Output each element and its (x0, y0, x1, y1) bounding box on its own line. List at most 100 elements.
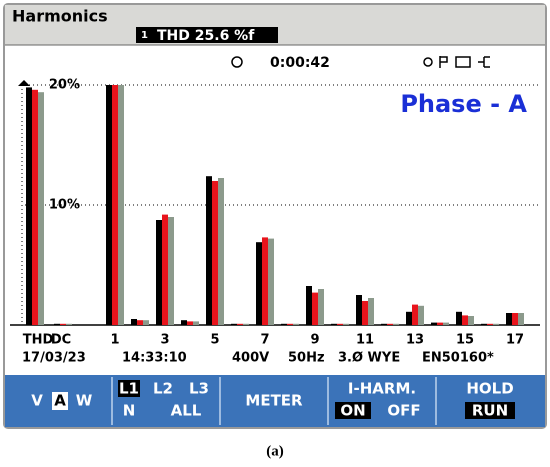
softkey-bar (5, 375, 545, 427)
chart-title: Phase - A (400, 90, 527, 118)
bar (26, 87, 32, 326)
x-tick-label: THD (23, 333, 54, 348)
bar (406, 311, 412, 325)
bar (256, 242, 262, 325)
bar (368, 298, 374, 325)
status-icons (423, 56, 490, 68)
bar (318, 289, 324, 325)
bar (337, 323, 343, 325)
bar (243, 323, 249, 325)
bar (437, 322, 443, 325)
bar (431, 322, 437, 325)
bar (312, 292, 318, 325)
bar (281, 323, 287, 325)
bar (293, 323, 299, 325)
x-tick-label: 5 (210, 333, 219, 348)
bar (206, 176, 212, 325)
voltage: 400V (232, 351, 269, 366)
bar (381, 323, 387, 325)
x-tick-label: DC (51, 333, 71, 348)
bar (156, 220, 162, 325)
axis-arrow (18, 80, 30, 86)
bar (462, 315, 468, 325)
softkey-a[interactable]: A (54, 392, 66, 410)
x-tick-label: 17 (506, 333, 524, 348)
bar (387, 323, 393, 325)
bar (162, 214, 168, 325)
clock-icon (231, 56, 243, 68)
readout-box (136, 27, 278, 43)
legend-l1[interactable]: L1 (119, 380, 139, 398)
config: 3.Ø WYE (338, 351, 400, 366)
date: 17/03/23 (22, 351, 86, 366)
frequency: 50Hz (288, 351, 325, 366)
bar (106, 85, 112, 325)
x-tick-label: 13 (406, 333, 424, 348)
softkey-v[interactable]: V (31, 392, 43, 410)
bar (512, 313, 518, 325)
bar (118, 85, 124, 325)
bar (356, 295, 362, 325)
bar (362, 301, 368, 325)
bar (262, 237, 268, 325)
selected-box (335, 402, 371, 419)
bar (487, 323, 493, 325)
bar (393, 323, 399, 325)
softkey-all[interactable]: ALL (171, 402, 202, 420)
readout: THD 25.6 %f (157, 28, 255, 44)
bar (287, 323, 293, 325)
bar (187, 321, 193, 325)
caption: (a) (266, 443, 284, 459)
bar (54, 323, 60, 325)
timer: 0:00:42 (270, 55, 330, 71)
time: 14:33:10 (122, 351, 187, 366)
bar (168, 217, 174, 325)
standard: EN50160* (422, 351, 494, 366)
bar (412, 304, 418, 325)
bar (343, 323, 349, 325)
legend-l2[interactable]: L2 (153, 380, 173, 398)
softkey-off[interactable]: OFF (387, 402, 420, 420)
bar (66, 323, 72, 325)
x-tick-label: 1 (110, 333, 119, 348)
bar (518, 313, 524, 325)
bar (506, 313, 512, 325)
bar (143, 320, 149, 325)
bar (306, 286, 312, 325)
bar (218, 178, 224, 325)
bar (137, 320, 143, 325)
bar (468, 316, 474, 325)
softkey-iharm[interactable]: I-HARM. (348, 380, 416, 398)
softkey-w[interactable]: W (76, 392, 93, 410)
bar (418, 305, 424, 325)
bar (443, 322, 449, 325)
x-tick-label: 11 (356, 333, 374, 348)
bar (481, 323, 487, 325)
bar (60, 323, 66, 325)
y-tick-label: 20% (49, 78, 80, 93)
y-tick-label: 10% (49, 198, 80, 213)
softkey-separators (111, 377, 437, 425)
selected-box (52, 392, 68, 410)
softkey-hold[interactable]: HOLD (466, 380, 513, 398)
bar (38, 92, 44, 325)
selected-box (118, 380, 140, 397)
softkey-on[interactable]: ON (340, 402, 365, 420)
bar (32, 89, 38, 325)
bar (268, 238, 274, 325)
x-tick-label: 15 (456, 333, 474, 348)
softkey-n[interactable]: N (123, 402, 136, 420)
x-tick-label: 3 (160, 333, 169, 348)
selected-box (465, 402, 515, 419)
softkey-run[interactable]: RUN (472, 402, 508, 420)
x-tick-label: 7 (260, 333, 269, 348)
softkey-meter[interactable]: METER (245, 392, 303, 410)
legend-l3[interactable]: L3 (189, 380, 209, 398)
x-tick-label: 9 (310, 333, 319, 348)
bar (212, 181, 218, 325)
bar (456, 311, 462, 325)
bar (493, 323, 499, 325)
readout-index: 1 (141, 30, 148, 41)
